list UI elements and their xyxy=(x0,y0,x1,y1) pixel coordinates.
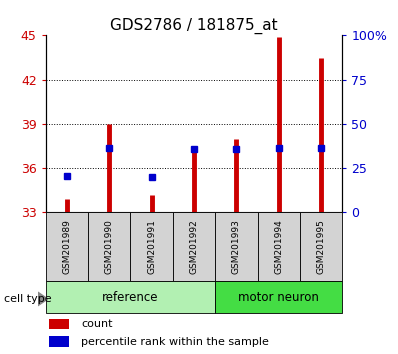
Text: cell type: cell type xyxy=(4,294,52,304)
Text: reference: reference xyxy=(102,291,159,304)
Bar xyxy=(173,212,215,281)
Text: count: count xyxy=(81,319,113,329)
Bar xyxy=(258,212,300,281)
Text: GSM201989: GSM201989 xyxy=(62,219,72,274)
Bar xyxy=(46,212,88,281)
Polygon shape xyxy=(38,292,48,306)
Bar xyxy=(49,319,70,329)
Text: GSM201992: GSM201992 xyxy=(189,219,199,274)
Bar xyxy=(131,212,173,281)
Title: GDS2786 / 181875_at: GDS2786 / 181875_at xyxy=(110,18,278,34)
Text: GSM201994: GSM201994 xyxy=(274,219,283,274)
Text: GSM201991: GSM201991 xyxy=(147,219,156,274)
Bar xyxy=(215,212,258,281)
Bar xyxy=(49,337,70,347)
Bar xyxy=(300,212,342,281)
Bar xyxy=(215,281,342,313)
Text: motor neuron: motor neuron xyxy=(238,291,319,304)
Text: GSM201993: GSM201993 xyxy=(232,219,241,274)
Text: GSM201990: GSM201990 xyxy=(105,219,114,274)
Bar xyxy=(88,212,131,281)
Text: GSM201995: GSM201995 xyxy=(316,219,326,274)
Text: percentile rank within the sample: percentile rank within the sample xyxy=(81,337,269,347)
Bar xyxy=(46,281,215,313)
